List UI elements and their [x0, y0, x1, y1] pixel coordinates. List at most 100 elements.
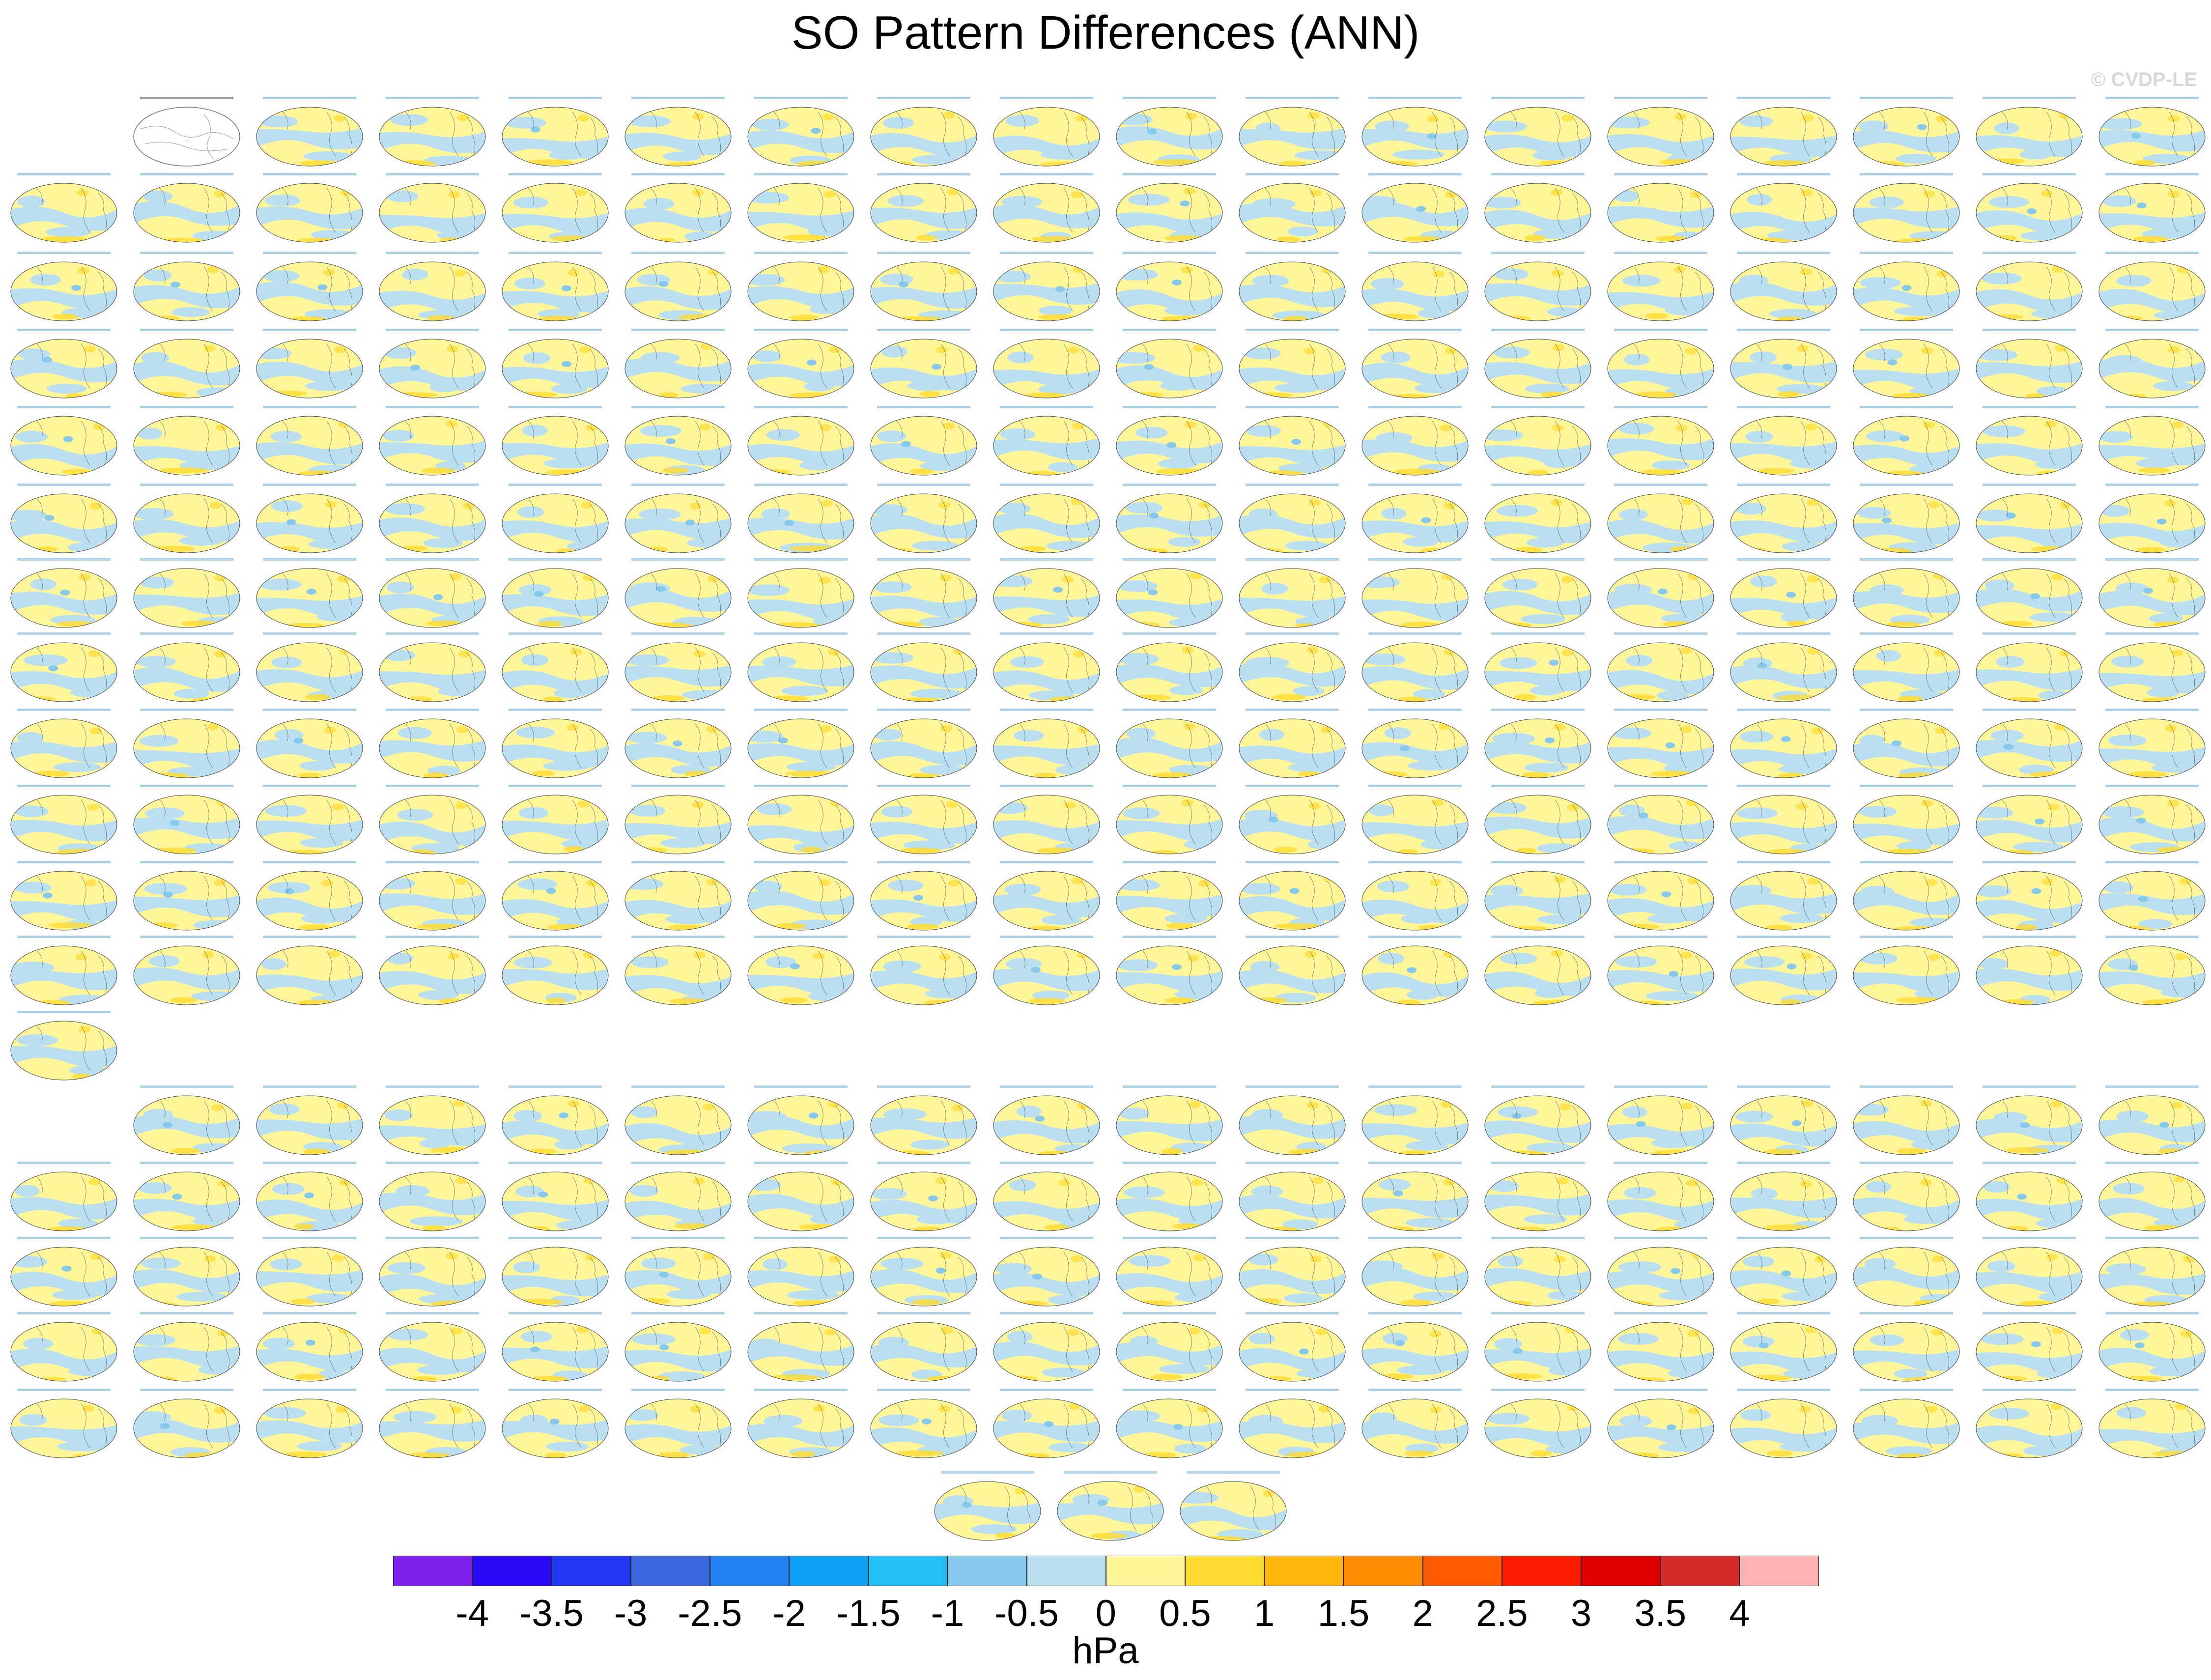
map-panel: [744, 1083, 857, 1160]
map-panel: [499, 707, 612, 783]
map-panel: [1113, 556, 1226, 632]
map-panel: [1850, 630, 1963, 707]
colorbar-tick-label: -0.5: [994, 1593, 1059, 1634]
map-panel: [1177, 1469, 1290, 1545]
map-panel: [990, 783, 1103, 859]
map-panel: [1604, 859, 1717, 935]
map-panel: [376, 404, 489, 480]
map-panel: [867, 630, 980, 707]
map-panel: [253, 171, 366, 247]
map-panel: [867, 934, 980, 1010]
map-panel: [1236, 482, 1349, 558]
map-panel: [7, 630, 120, 707]
map-panel: [1850, 1310, 1963, 1386]
map-panel: [1359, 404, 1472, 480]
map-panel: [867, 859, 980, 935]
map-panel: [253, 556, 366, 632]
colorbar-tick-label: 2.5: [1475, 1593, 1528, 1634]
map-panel: [376, 250, 489, 326]
map-panel: [7, 707, 120, 783]
map-panel: [622, 1387, 735, 1463]
map-panel: [1727, 1310, 1840, 1386]
map-panel: [622, 482, 735, 558]
map-panel: [622, 1160, 735, 1236]
map-panel: [867, 95, 980, 171]
map-panel: [867, 1387, 980, 1463]
map-panel: [7, 1387, 120, 1463]
map-panel: [1727, 1160, 1840, 1236]
map-panel: [744, 327, 857, 403]
map-panel: [499, 95, 612, 171]
map-panel: [1973, 95, 2086, 171]
map-panel: [744, 1310, 857, 1386]
map-panel: [7, 783, 120, 859]
map-panel: [990, 95, 1103, 171]
map-panel: [1973, 482, 2086, 558]
colorbar-swatch: [947, 1556, 1027, 1586]
map-panel: [7, 171, 120, 247]
watermark: © CVDP-LE: [2091, 69, 2197, 90]
colorbar-swatch: [1264, 1556, 1344, 1586]
map-panel: [1359, 934, 1472, 1010]
map-panel: [1236, 1160, 1349, 1236]
map-panel: [1850, 1160, 1963, 1236]
map-panel: [1236, 707, 1349, 783]
map-panel: [867, 404, 980, 480]
map-panel: [990, 934, 1103, 1010]
map-panel: [1113, 171, 1226, 247]
figure-title: SO Pattern Differences (ANN): [791, 6, 1420, 59]
map-panel: [1973, 1235, 2086, 1311]
map-panel: [1236, 327, 1349, 403]
map-panel: [1113, 404, 1226, 480]
map-panel: [622, 404, 735, 480]
map-panel: [1973, 783, 2086, 859]
map-panel: [2096, 707, 2209, 783]
colorbar-swatch: [868, 1556, 948, 1586]
map-panel: [1604, 95, 1717, 171]
map-panel: [1973, 1387, 2086, 1463]
map-panel: [1727, 327, 1840, 403]
map-panel: [990, 482, 1103, 558]
colorbar-tick-label: 4: [1729, 1593, 1750, 1634]
map-panel: [7, 1310, 120, 1386]
map-panel: [1727, 934, 1840, 1010]
map-panel: [1359, 859, 1472, 935]
map-panel: [931, 1469, 1044, 1545]
map-panel: [376, 1083, 489, 1160]
map-panel: [1359, 630, 1472, 707]
map-panel: [1481, 707, 1594, 783]
map-panel: [499, 250, 612, 326]
map-panel: [1113, 707, 1226, 783]
map-panel: [499, 404, 612, 480]
map-panel: [499, 630, 612, 707]
map-panel: [1604, 707, 1717, 783]
map-panel: [1973, 404, 2086, 480]
map-panel: [622, 783, 735, 859]
map-panel: [990, 327, 1103, 403]
map-panel: [130, 1160, 243, 1236]
map-panel: [2096, 934, 2209, 1010]
map-panel: [7, 1160, 120, 1236]
map-panel: [1604, 327, 1717, 403]
map-panel: [2096, 482, 2209, 558]
map-panel: [1850, 171, 1963, 247]
colorbar-swatch: [709, 1556, 789, 1586]
reference-map-panel: ···: [130, 95, 243, 171]
map-panel: [1727, 859, 1840, 935]
map-panel: [2096, 1235, 2209, 1311]
map-panel: [253, 95, 366, 171]
map-panel: [499, 171, 612, 247]
map-panel: [7, 859, 120, 935]
map-panel: [744, 404, 857, 480]
map-panel: [130, 404, 243, 480]
map-panel: [1359, 250, 1472, 326]
map-panel: [744, 859, 857, 935]
colorbar-tick-label: -4: [455, 1593, 489, 1634]
map-panel: [376, 1235, 489, 1311]
map-panel: [1973, 171, 2086, 247]
map-panel: [622, 1083, 735, 1160]
map-panel: [130, 327, 243, 403]
map-panel: [1359, 1083, 1472, 1160]
map-panel: [990, 1387, 1103, 1463]
